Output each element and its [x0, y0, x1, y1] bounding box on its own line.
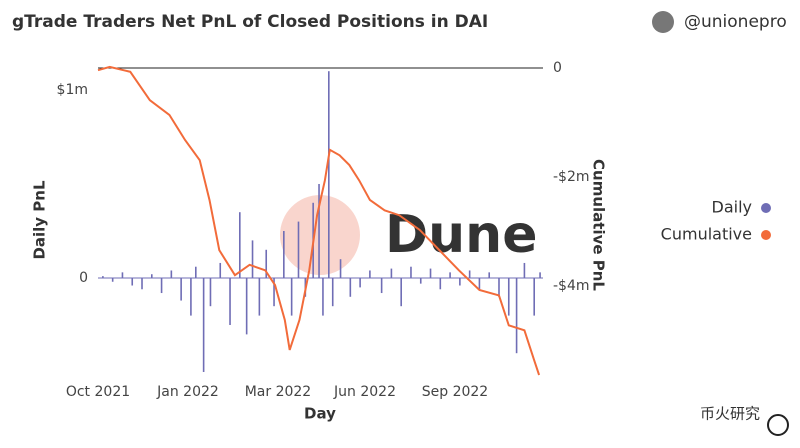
- bar: [190, 277, 192, 316]
- bar: [498, 277, 500, 297]
- x-tick-label: Oct 2021: [66, 384, 130, 400]
- bar: [339, 259, 342, 278]
- bar: [478, 277, 481, 290]
- bar: [459, 277, 461, 286]
- bar: [380, 277, 383, 294]
- legend-label: Cumulative: [661, 225, 752, 244]
- bar: [265, 249, 268, 278]
- bar: [488, 272, 491, 278]
- bar: [239, 212, 241, 278]
- y-tick-label: 0: [79, 270, 88, 286]
- bar: [429, 268, 432, 278]
- bar: [170, 270, 173, 278]
- x-tick-label: Mar 2022: [245, 384, 312, 400]
- bar: [180, 277, 182, 301]
- bar: [245, 277, 248, 335]
- caption: 币火研究: [700, 405, 760, 423]
- line: [97, 65, 541, 376]
- y-axis-title: Daily PnL: [31, 180, 49, 260]
- y2-tick-label: -$2m: [553, 169, 590, 185]
- y2-axis-title: Cumulative PnL: [590, 159, 608, 291]
- bar: [102, 276, 104, 278]
- bar: [150, 274, 153, 278]
- bar: [449, 272, 451, 278]
- x-tick-label: Jan 2022: [156, 384, 219, 400]
- check-icon: [767, 414, 789, 436]
- watermark-logo: [280, 195, 360, 275]
- bar: [515, 277, 518, 354]
- bar: [290, 277, 293, 316]
- bar: [258, 277, 261, 316]
- bar: [331, 277, 334, 307]
- watermark: Dune: [385, 205, 537, 265]
- bar: [359, 277, 361, 288]
- bar: [229, 277, 231, 325]
- bar: [283, 230, 285, 278]
- bar: [111, 277, 114, 282]
- y-tick-label: $1m: [57, 82, 88, 98]
- legend-label: Daily: [712, 198, 752, 217]
- avatar: [652, 11, 674, 33]
- bar: [121, 272, 124, 278]
- bar: [400, 277, 402, 307]
- bar: [318, 183, 320, 278]
- bar: [533, 277, 535, 316]
- legend-swatch: [761, 230, 771, 240]
- bar: [390, 268, 393, 278]
- bar: [160, 277, 163, 294]
- bar: [468, 270, 471, 278]
- y2-tick-label: 0: [553, 60, 562, 76]
- bar: [539, 272, 541, 278]
- bar: [141, 277, 143, 290]
- bar: [297, 221, 300, 278]
- bar: [251, 240, 254, 278]
- bar: [131, 277, 134, 286]
- bar: [369, 270, 371, 278]
- bar: [322, 277, 324, 316]
- bar: [273, 277, 275, 307]
- x-tick-label: Jun 2022: [333, 384, 396, 400]
- bar: [202, 277, 205, 372]
- bar: [419, 277, 422, 284]
- bar: [439, 277, 442, 290]
- author: @unionepro: [684, 12, 787, 32]
- chart-title: gTrade Traders Net PnL of Closed Positio…: [12, 12, 488, 32]
- bar: [195, 266, 197, 278]
- bar: [349, 277, 352, 297]
- bar: [209, 277, 212, 307]
- bar: [219, 262, 222, 278]
- bar: [523, 262, 526, 278]
- bar: [507, 277, 510, 316]
- x-tick-label: Sep 2022: [422, 384, 488, 400]
- bar: [410, 266, 412, 278]
- bar: [328, 71, 330, 278]
- x-axis-title: Day: [304, 405, 336, 423]
- y2-tick-label: -$4m: [553, 278, 590, 294]
- legend-swatch: [761, 203, 771, 213]
